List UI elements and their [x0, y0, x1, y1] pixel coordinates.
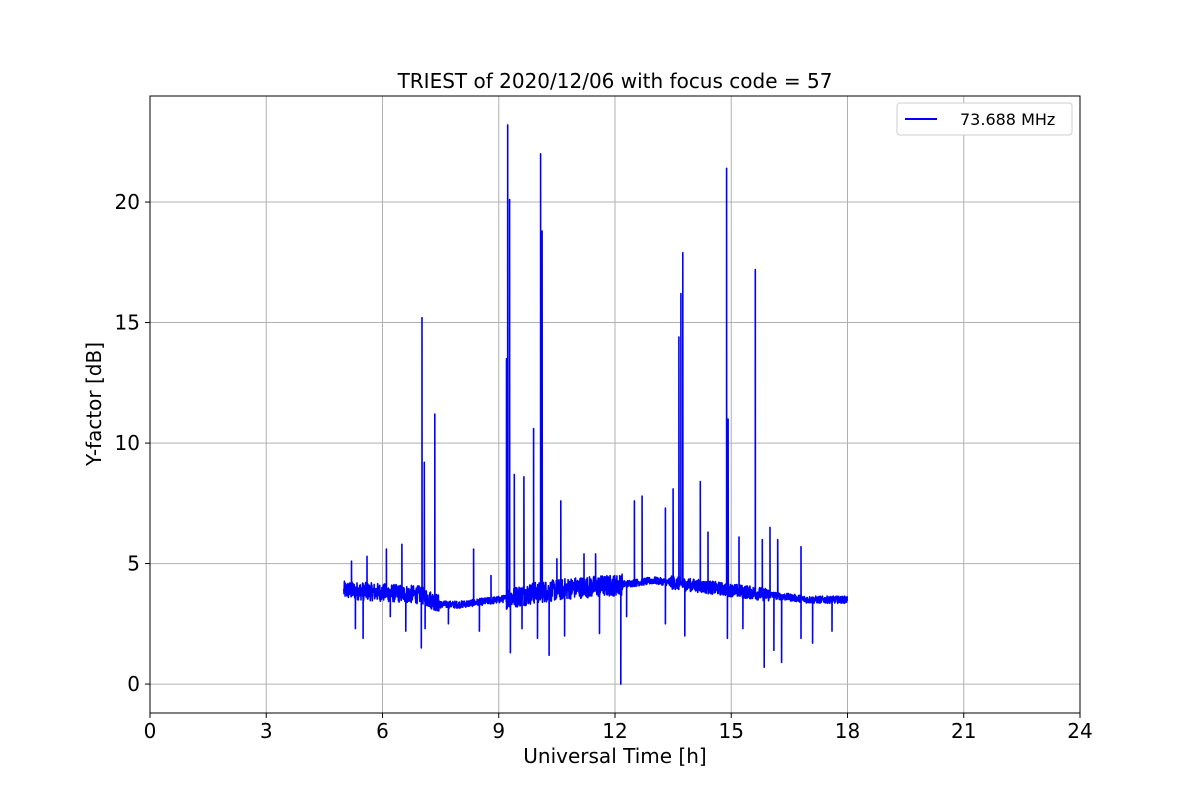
x-tick-label: 9 — [492, 719, 505, 743]
y-tick-label: 15 — [115, 311, 140, 335]
series-layer — [343, 124, 849, 685]
chart-title: TRIEST of 2020/12/06 with focus code = 5… — [397, 69, 833, 93]
y-axis-label: Y-factor [dB] — [82, 342, 106, 467]
x-axis-label: Universal Time [h] — [523, 744, 706, 768]
x-tick-label: 24 — [1067, 719, 1092, 743]
series-line-73688-mhz — [343, 124, 849, 685]
legend-label: 73.688 MHz — [960, 110, 1055, 129]
x-tick-label: 18 — [835, 719, 860, 743]
x-tick-label: 6 — [376, 719, 389, 743]
grid — [149, 96, 1081, 713]
y-tick-label: 10 — [115, 431, 140, 455]
x-tick-label: 21 — [951, 719, 976, 743]
y-tick-label: 5 — [127, 552, 140, 576]
y-tick-label: 0 — [127, 672, 140, 696]
x-tick-label: 15 — [719, 719, 744, 743]
legend: 73.688 MHz — [896, 102, 1073, 136]
y-tick-label: 20 — [115, 190, 140, 214]
axis-ticks: 0 3 6 9 12 15 18 21 24 0 5 10 15 20 — [115, 190, 1093, 743]
x-tick-label: 0 — [144, 719, 157, 743]
legend-box — [896, 102, 1073, 136]
x-tick-label: 3 — [260, 719, 273, 743]
x-tick-label: 12 — [602, 719, 627, 743]
